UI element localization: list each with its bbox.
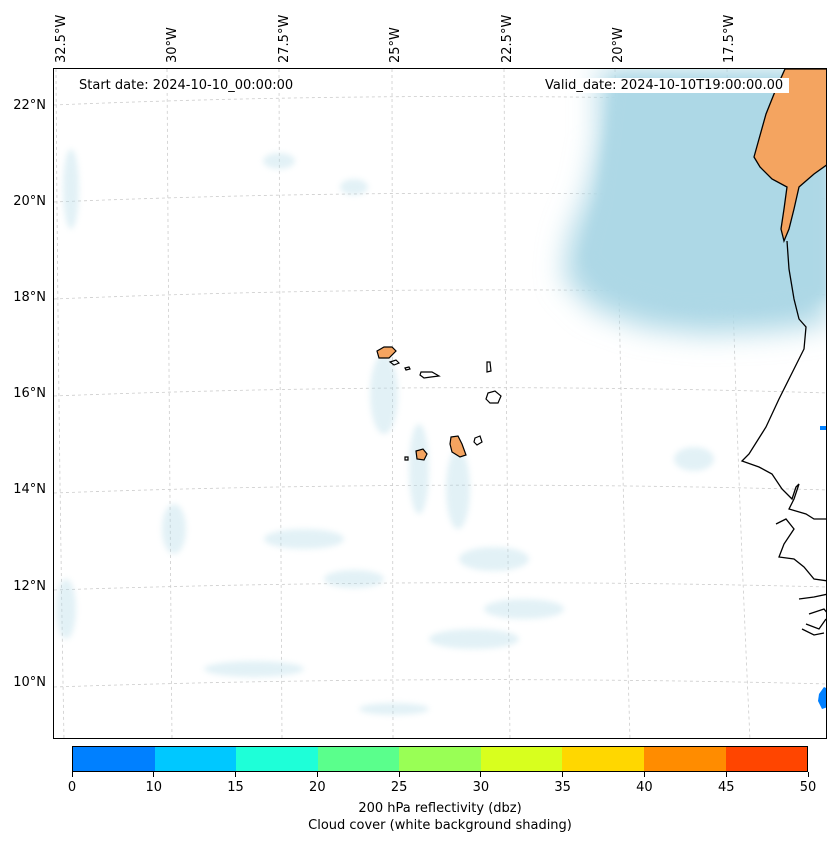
- map-panel[interactable]: [53, 68, 827, 739]
- colorbar-tick: [153, 772, 155, 777]
- colorbar-label: 200 hPa reflectivity (dbz): [358, 801, 522, 816]
- colorbar-segment: [643, 747, 726, 771]
- colorbar-segment: [725, 747, 808, 771]
- reflectivity-colorbar: [72, 746, 808, 772]
- lat-label-16n: 16°N: [13, 386, 46, 401]
- map-canvas: [54, 69, 827, 738]
- colorbar-tick-label: 40: [636, 780, 653, 795]
- cape-verde-islands: [376, 346, 502, 461]
- lon-label-25w: 25°W: [388, 27, 403, 63]
- colorbar-segment: [399, 747, 481, 771]
- lat-label-10n: 10°N: [13, 675, 46, 690]
- colorbar-tick-label: 25: [390, 780, 408, 795]
- island-boa-vista: [485, 390, 502, 404]
- lon-label-27-5w: 27.5°W: [277, 14, 292, 63]
- colorbar-tick: [235, 772, 237, 777]
- lat-label-22n: 22°N: [13, 98, 46, 113]
- island-brava: [404, 456, 409, 461]
- lat-label-18n: 18°N: [13, 290, 46, 305]
- island-sal: [486, 361, 492, 373]
- valid-date-label: Valid_date: 2024-10-10T19:00:00.00: [539, 78, 790, 93]
- island-sao-nicolau: [419, 371, 441, 379]
- colorbar-tick-label: 35: [554, 780, 571, 795]
- coastline-west-africa: [740, 240, 826, 636]
- colorbar-tick-label: 30: [472, 780, 490, 795]
- colorbar-tick: [316, 772, 318, 777]
- colorbar-segment: [317, 747, 400, 771]
- colorbar-tick-label: 15: [227, 780, 244, 795]
- colorbar-segment: [154, 747, 237, 771]
- lon-label-30w: 30°W: [165, 27, 180, 63]
- colorbar-tick-label: 20: [309, 780, 326, 795]
- lon-label-20w: 20°W: [611, 27, 626, 63]
- island-fogo: [415, 448, 428, 461]
- colorbar-segment: [236, 747, 318, 771]
- colorbar-tick: [725, 772, 727, 777]
- cloud-cover-shading: [56, 69, 826, 715]
- colorbar-segment: [562, 747, 644, 771]
- graticule: [54, 69, 826, 738]
- colorbar-tick: [807, 772, 809, 777]
- lon-label-22-5w: 22.5°W: [500, 14, 515, 63]
- colorbar-tick: [480, 772, 482, 777]
- colorbar-sublabel: Cloud cover (white background shading): [308, 818, 572, 833]
- island-santa-luzia: [404, 366, 411, 371]
- colorbar-segment: [480, 747, 563, 771]
- colorbar-tick: [71, 772, 73, 777]
- island-santo-antao: [376, 346, 397, 359]
- lon-label-32-5w: 32.5°W: [54, 14, 69, 63]
- colorbar-tick-label: 10: [145, 780, 163, 795]
- lon-label-17-5w: 17.5°W: [722, 14, 737, 63]
- colorbar-tick: [398, 772, 400, 777]
- colorbar-tick: [562, 772, 564, 777]
- colorbar-tick-label: 0: [67, 780, 77, 795]
- reflectivity-cell-southeast[interactable]: [818, 687, 827, 709]
- island-maio: [473, 435, 483, 446]
- colorbar-tick-label: 50: [799, 780, 817, 795]
- lat-label-14n: 14°N: [13, 482, 46, 497]
- island-sao-vicente: [388, 359, 401, 366]
- reflectivity-cell-east[interactable]: [820, 426, 827, 430]
- lat-label-12n: 12°N: [13, 579, 46, 594]
- colorbar-segment: [73, 747, 155, 771]
- lat-label-20n: 20°N: [13, 194, 46, 209]
- island-santiago: [449, 435, 467, 458]
- land-mauritania-senegal: [753, 69, 826, 244]
- start-date-label: Start date: 2024-10-10_00:00:00: [73, 78, 300, 93]
- colorbar-tick: [643, 772, 645, 777]
- colorbar-tick-label: 45: [717, 780, 735, 795]
